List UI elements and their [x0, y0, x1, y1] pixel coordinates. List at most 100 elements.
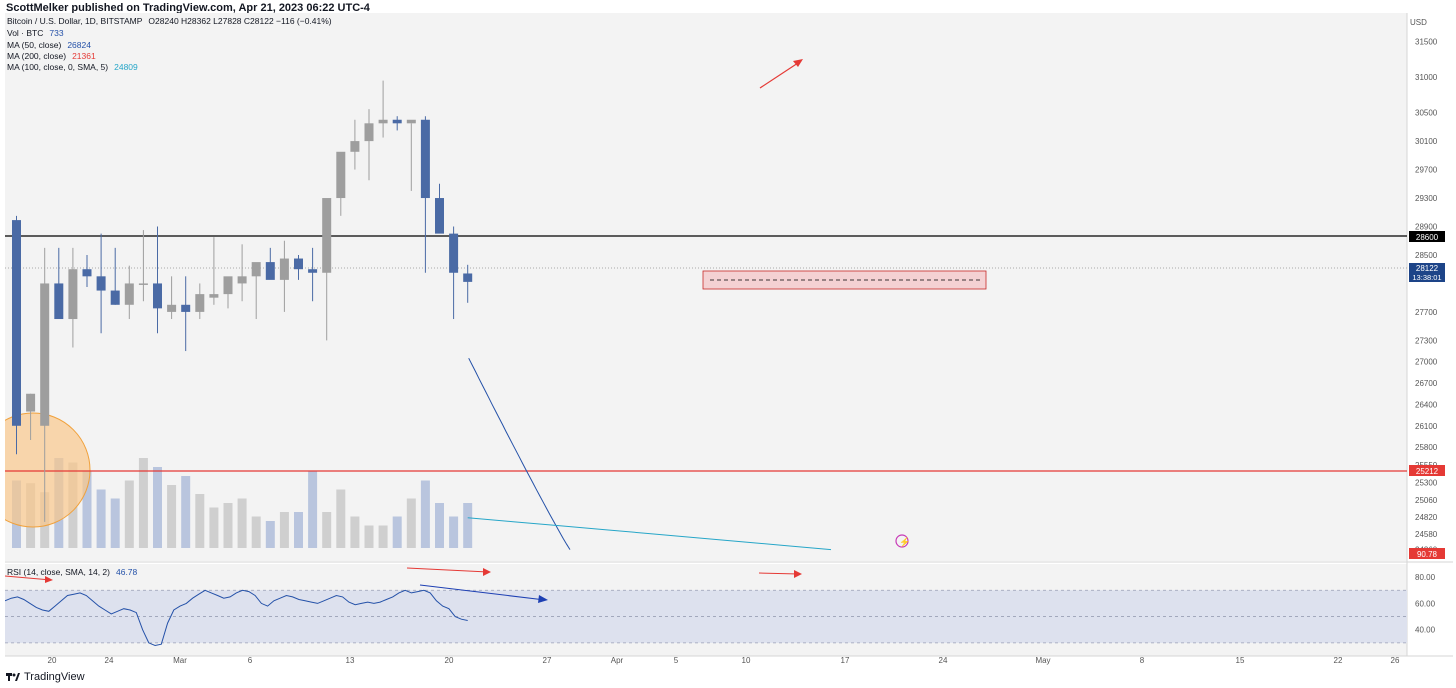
candle-body [364, 123, 374, 142]
annotation-arrow-top [759, 59, 803, 89]
rsi-tick-label: 40.00 [1415, 626, 1436, 635]
candle[interactable] [435, 183, 444, 234]
chart-frame[interactable]: USD 31500 31000 30500 30100 29700 29300 28900 2… [0, 13, 1453, 666]
price-tick-label: 26100 [1415, 422, 1438, 431]
volume-bar [195, 494, 205, 548]
volume-bar [265, 521, 275, 548]
candle[interactable] [251, 262, 261, 320]
candle[interactable] [350, 119, 360, 170]
candle-body [265, 262, 275, 280]
svg-text:⚡: ⚡ [899, 536, 910, 548]
candle[interactable] [223, 276, 233, 309]
time-tick-label: 22 [1334, 656, 1343, 665]
time-tick-label: 8 [1140, 656, 1145, 665]
tradingview-logo-icon [6, 673, 20, 681]
candle[interactable] [237, 244, 247, 302]
price-tick-label: 25060 [1415, 496, 1438, 505]
candle-body [463, 273, 473, 282]
candle[interactable] [364, 109, 374, 181]
candle[interactable] [124, 265, 134, 320]
candle[interactable] [12, 215, 21, 455]
rsi-annotation-arrow-3 [419, 584, 548, 603]
legend: Bitcoin / U.S. Dollar, 1D, BITSTAMP O2824… [7, 16, 332, 577]
candle[interactable] [26, 393, 36, 441]
candle-body [138, 283, 148, 285]
candle[interactable] [110, 247, 120, 305]
candle[interactable] [96, 233, 106, 334]
legend-volume: Vol · BTC 733 [7, 28, 64, 38]
candle-body [406, 119, 416, 124]
price-tick-label: 29300 [1415, 194, 1438, 203]
candle[interactable] [153, 226, 162, 334]
ma100-line [467, 517, 832, 551]
price-tick-label: 31500 [1415, 37, 1438, 46]
volume-bar [420, 480, 430, 548]
candle[interactable] [449, 226, 459, 320]
candle-body [110, 290, 120, 305]
candle[interactable] [138, 230, 148, 302]
candle-body [181, 304, 191, 312]
volume-bar [82, 471, 92, 548]
legend-ma200: MA (200, close) 21361 [7, 51, 96, 61]
svg-text:25212: 25212 [1416, 467, 1439, 476]
price-tick-label: 25800 [1415, 443, 1438, 452]
candles[interactable] [12, 80, 473, 522]
svg-text:13:38:01: 13:38:01 [1412, 273, 1441, 282]
candle[interactable] [209, 237, 219, 305]
legend-ma50: MA (50, close) 26824 [7, 40, 91, 50]
footer-brand[interactable]: TradingView [6, 671, 85, 683]
chart-svg[interactable]: USD 315003100030500301002970029300289002… [0, 13, 1453, 666]
candle-body [26, 393, 36, 412]
candle[interactable] [54, 247, 64, 320]
candle[interactable] [463, 264, 473, 303]
candle[interactable] [336, 151, 346, 216]
price-tick-label: 26700 [1415, 379, 1438, 388]
alert-icon[interactable]: ⚡ [895, 534, 910, 548]
svg-text:28122: 28122 [1416, 264, 1439, 273]
candle-body [195, 294, 205, 312]
price-tick-label: 26400 [1415, 400, 1438, 409]
candle[interactable] [322, 198, 332, 341]
candle[interactable] [392, 116, 402, 131]
candle[interactable] [279, 240, 289, 312]
candle[interactable] [378, 80, 388, 138]
time-tick-label: 26 [1391, 656, 1400, 665]
candle[interactable] [406, 119, 416, 191]
candle-body [167, 304, 177, 312]
time-tick-label: 17 [841, 656, 850, 665]
price-tick-label: 25300 [1415, 479, 1438, 488]
time-tick-label: May [1035, 656, 1050, 665]
volume-bar [153, 467, 162, 548]
svg-text:90.78: 90.78 [1417, 550, 1438, 559]
time-tick-label: 27 [543, 656, 552, 665]
candle[interactable] [167, 276, 177, 320]
candle[interactable] [195, 283, 205, 320]
candle-body [294, 258, 303, 270]
candle[interactable] [420, 116, 430, 273]
volume-bar [251, 516, 261, 548]
candle-body [392, 119, 402, 124]
candle[interactable] [82, 254, 92, 287]
candle[interactable] [181, 276, 191, 352]
volume-bar [322, 512, 332, 548]
time-tick-label: 13 [346, 656, 355, 665]
price-tick-label: 31000 [1415, 73, 1438, 82]
candle[interactable] [265, 247, 275, 280]
volume-bar [294, 512, 303, 548]
tag-current-price: 28122 13:38:01 [1409, 263, 1445, 282]
time-tick-label: 15 [1236, 656, 1245, 665]
candle-body [209, 294, 219, 298]
rsi-annotation-arrow-1 [4, 575, 53, 583]
candle-body [378, 119, 388, 124]
time-tick-label: 6 [248, 656, 253, 665]
candle[interactable] [40, 247, 50, 522]
volume-bar [463, 503, 473, 548]
price-tick-label: 24580 [1415, 530, 1438, 539]
candle[interactable] [68, 247, 78, 348]
price-ticks: 31500 31000 30500 30100 29700 29300 28900 28500… [1415, 37, 1438, 554]
candle[interactable] [308, 247, 318, 302]
candle[interactable] [294, 254, 303, 280]
time-ticks: 20 24 Mar 6 13 20 27 Apr 5 10 17 24 May 8 15 22 26 [48, 656, 1400, 665]
candle-body [336, 151, 346, 199]
candle-body [350, 141, 360, 152]
